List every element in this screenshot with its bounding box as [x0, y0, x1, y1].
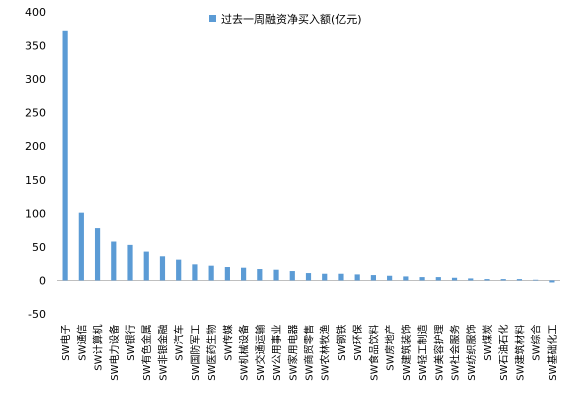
y-tick-label: 100: [25, 207, 46, 220]
bar: [468, 278, 474, 281]
legend-label: 过去一周融资净买入额(亿元): [221, 12, 362, 26]
bar: [111, 241, 117, 281]
bar: [484, 279, 490, 281]
x-category-label: SW交通运输: [254, 324, 267, 380]
x-category-label: SW轻工制造: [416, 324, 429, 380]
y-tick-label: 350: [25, 40, 46, 53]
x-category-label: SW基础化工: [546, 324, 559, 380]
x-category-label: SW美容护理: [432, 324, 445, 380]
bar: [159, 256, 166, 281]
bar: [533, 279, 539, 281]
bar: [322, 273, 328, 281]
bar: [192, 264, 198, 281]
bar: [500, 279, 506, 281]
bar: [62, 30, 68, 281]
x-category-label: SW农林牧渔: [319, 324, 332, 380]
bar: [143, 251, 149, 281]
bar-series: [62, 30, 555, 283]
x-category-label: SW计算机: [92, 324, 105, 370]
bar: [78, 212, 84, 281]
bar: [403, 276, 409, 281]
x-axis-category-labels: SW电子 SW通信 SW计算机 SW电力设备 SW银行 SW有色金属 SW非银金融 SW汽车 S…: [59, 324, 559, 380]
bar: [549, 280, 555, 283]
bar: [257, 269, 263, 281]
x-category-label: SW汽车: [173, 324, 186, 360]
x-category-label: SW机械设备: [238, 324, 251, 380]
x-category-label: SW综合: [530, 324, 543, 360]
x-category-label: SW纺织服饰: [465, 324, 478, 380]
x-category-label: SW电力设备: [108, 324, 121, 380]
x-category-label: SW建筑装饰: [400, 324, 413, 380]
bar: [516, 279, 523, 281]
x-category-label: SW国防军工: [189, 324, 202, 380]
x-category-label: SW食品饮料: [367, 324, 380, 380]
x-category-label: SW环保: [351, 324, 364, 360]
y-axis-tick-labels: -50 0 50 100 150 200 250 300 350 400: [25, 6, 46, 321]
bar: [127, 244, 133, 281]
y-tick-label: -50: [28, 308, 46, 321]
x-category-label: SW公用事业: [270, 324, 283, 380]
bar: [273, 269, 279, 281]
bar: [208, 265, 214, 281]
bar: [94, 228, 101, 281]
x-category-label: SW商贸零售: [303, 324, 316, 380]
x-category-label: SW煤炭: [481, 324, 494, 360]
y-tick-label: 200: [25, 140, 46, 153]
bar: [241, 267, 247, 281]
y-tick-label: 50: [32, 241, 46, 254]
bar: [451, 277, 458, 281]
x-category-label: SW银行: [124, 324, 137, 360]
bar: [224, 267, 230, 281]
bar: [370, 275, 376, 281]
x-category-label: SW建筑材料: [513, 324, 526, 380]
legend: 过去一周融资净买入额(亿元): [209, 12, 362, 26]
bar: [338, 273, 344, 281]
y-tick-label: 250: [25, 107, 46, 120]
x-category-label: SW通信: [76, 324, 88, 360]
x-category-label: SW石油石化: [497, 324, 510, 380]
bar: [354, 274, 360, 281]
x-category-label: SW非银金融: [156, 324, 169, 380]
bar: [387, 275, 393, 281]
y-tick-label: 400: [25, 6, 46, 19]
bar: [419, 277, 425, 281]
legend-swatch: [209, 15, 216, 22]
y-tick-label: 150: [25, 174, 46, 187]
bar: [289, 271, 295, 281]
x-category-label: SW社会服务: [449, 324, 462, 380]
x-category-label: SW传媒: [222, 324, 234, 360]
bar: [176, 259, 182, 281]
x-category-label: SW有色金属: [140, 324, 153, 380]
y-tick-label: 0: [39, 274, 46, 287]
y-tick-label: 300: [25, 73, 46, 86]
x-category-label: SW钢铁: [335, 324, 348, 360]
x-category-label: SW医药生物: [205, 324, 218, 380]
x-category-label: SW电子: [59, 324, 72, 360]
x-category-label: SW房地产: [384, 324, 397, 370]
bar: [435, 277, 441, 281]
x-category-label: SW家用电器: [286, 324, 299, 380]
bar: [305, 273, 312, 281]
